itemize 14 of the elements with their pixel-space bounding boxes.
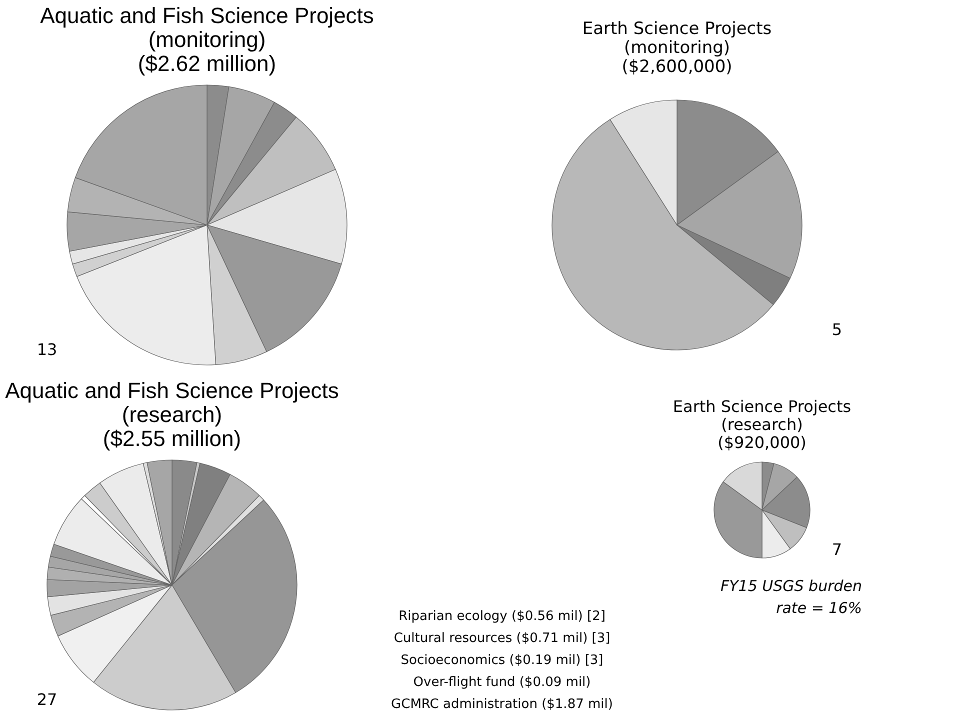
chart-title: Aquatic and Fish Science Projects (monitoring) ($2.62 million) [40,3,374,76]
text: 27 [36,690,58,709]
chart-title: Earth Science Projects (research) ($920,000) [672,397,852,452]
text: Cultural resources ($0.71 mil) [3] [394,631,610,646]
chart-title: Earth Science Projects (monitoring) ($2,600,000) [582,19,772,77]
text: Riparian ecology ($0.56 mil) [2] [398,609,606,624]
text: 7 [832,540,842,559]
chart-title: Aquatic and Fish Science Projects (research) ($2.55 million) [5,378,339,451]
text: 5 [832,320,842,339]
text: Socioeconomics ($0.19 mil) [3] [400,653,604,668]
text: FY15 USGS burden rate = 16% [720,577,862,617]
text: 13 [36,340,58,359]
text: Over-flight fund ($0.09 mil) [413,675,591,690]
text: GCMRC administration ($1.87 mil) [391,697,613,712]
